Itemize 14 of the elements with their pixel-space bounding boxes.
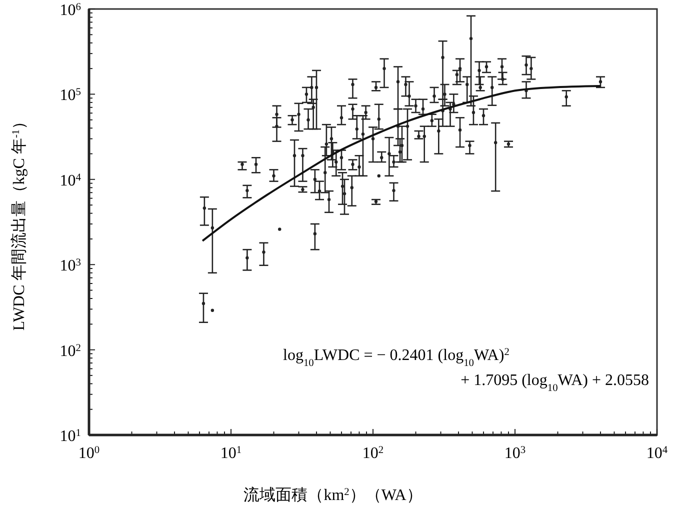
x-tick-label: 10$^{1}$ bbox=[220, 444, 242, 462]
x-axis-title: 流域面積（km$^{2}$）（WA） bbox=[244, 486, 422, 504]
x-tick-label: 10$^{3}$ bbox=[504, 444, 526, 462]
y-tick-label: 10$^{3}$ bbox=[60, 257, 81, 275]
annotation: + 1.7095 (log$_{10}$WA) + 2.0558 bbox=[460, 372, 649, 394]
y-tick-label: 10$^{1}$ bbox=[60, 428, 81, 445]
x-tick-label: 10$^{4}$ bbox=[646, 444, 668, 462]
annotation: log$_{10}$LWDC = − 0.2401 (log$_{10}$WA)$^{2}$ bbox=[283, 346, 510, 368]
x-tick-label: 10$^{0}$ bbox=[78, 444, 100, 462]
y-tick-label: 10$^{4}$ bbox=[60, 172, 82, 190]
x-tick-label: 10$^{2}$ bbox=[362, 444, 384, 462]
y-tick-label: 10$^{2}$ bbox=[60, 342, 81, 360]
y-tick-label: 10$^{5}$ bbox=[60, 86, 81, 104]
y-tick-label: 10$^{6}$ bbox=[60, 2, 81, 19]
